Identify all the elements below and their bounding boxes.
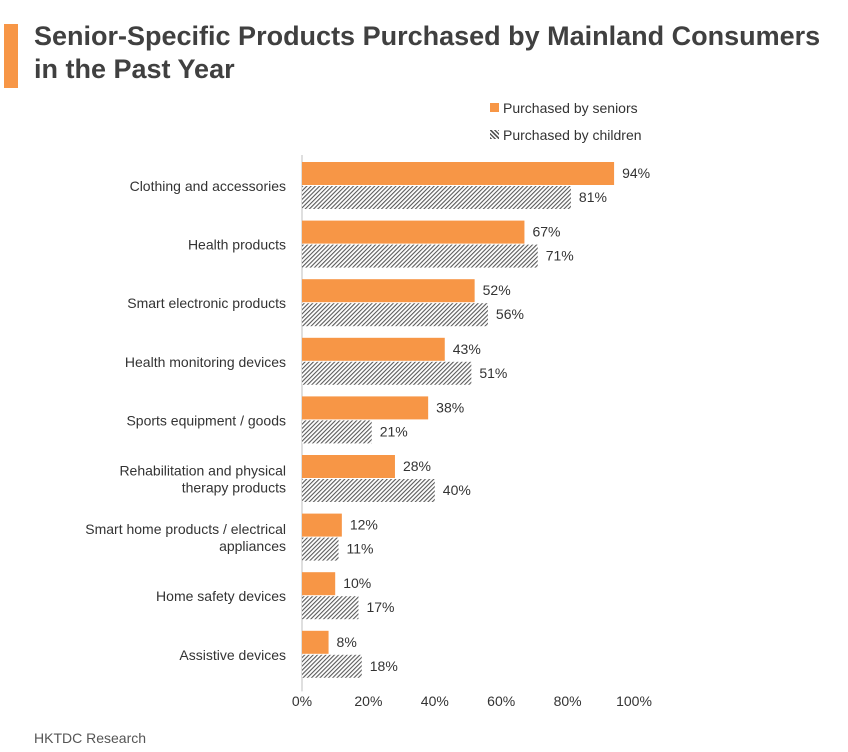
bar-children-4 bbox=[302, 420, 372, 444]
category-label-8: Assistive devices bbox=[179, 647, 286, 663]
bar-seniors-3 bbox=[302, 337, 445, 361]
legend-item-seniors: Purchased by seniors bbox=[490, 94, 642, 121]
x-tick-label-0: 0% bbox=[292, 693, 312, 709]
bar-children-6 bbox=[302, 537, 339, 561]
data-label-children-2: 56% bbox=[496, 306, 524, 322]
bar-seniors-0 bbox=[302, 162, 615, 185]
data-label-children-6: 11% bbox=[347, 541, 374, 557]
category-label-5-line-1: therapy products bbox=[182, 480, 286, 496]
title-accent-bar bbox=[4, 24, 18, 88]
data-label-seniors-2: 52% bbox=[483, 282, 511, 298]
data-label-children-3: 51% bbox=[479, 365, 507, 381]
category-label-1: Health products bbox=[188, 237, 286, 253]
data-label-seniors-3: 43% bbox=[453, 341, 481, 357]
data-label-seniors-1: 67% bbox=[532, 224, 560, 240]
legend-label-children: Purchased by children bbox=[503, 126, 642, 143]
bar-children-5 bbox=[302, 479, 435, 502]
bar-children-8 bbox=[302, 654, 362, 678]
bar-seniors-1 bbox=[302, 220, 525, 244]
data-label-seniors-8: 8% bbox=[337, 634, 357, 650]
bar-seniors-5 bbox=[302, 455, 395, 478]
category-label-6-line-1: appliances bbox=[219, 538, 286, 554]
bar-children-1 bbox=[302, 244, 538, 268]
data-label-seniors-7: 10% bbox=[343, 575, 371, 591]
x-tick-label-5: 100% bbox=[616, 693, 652, 709]
bar-seniors-2 bbox=[302, 279, 475, 303]
bar-children-3 bbox=[302, 361, 472, 385]
legend-swatch-children bbox=[490, 130, 499, 139]
data-label-seniors-5: 28% bbox=[403, 458, 431, 474]
category-label-7: Home safety devices bbox=[156, 588, 286, 604]
category-label-2: Smart electronic products bbox=[127, 295, 286, 311]
data-label-children-0: 81% bbox=[579, 189, 607, 205]
category-label-5-line-0: Rehabilitation and physical bbox=[119, 463, 286, 479]
bar-seniors-6 bbox=[302, 513, 342, 537]
bar-seniors-8 bbox=[302, 630, 329, 654]
legend-swatch-seniors bbox=[490, 103, 499, 112]
chart-title: Senior-Specific Products Purchased by Ma… bbox=[34, 21, 821, 84]
data-label-seniors-4: 38% bbox=[436, 399, 464, 415]
x-tick-label-1: 20% bbox=[354, 693, 382, 709]
legend-item-children: Purchased by children bbox=[490, 121, 642, 148]
data-label-children-7: 17% bbox=[366, 599, 394, 615]
data-label-children-1: 71% bbox=[546, 248, 574, 264]
data-label-seniors-6: 12% bbox=[350, 517, 378, 533]
x-tick-label-2: 40% bbox=[421, 693, 449, 709]
legend: Purchased by seniors Purchased by childr… bbox=[490, 94, 642, 148]
x-tick-label-3: 60% bbox=[487, 693, 515, 709]
category-label-3: Health monitoring devices bbox=[125, 354, 286, 370]
data-label-seniors-0: 94% bbox=[622, 165, 650, 181]
x-tick-label-4: 80% bbox=[554, 693, 582, 709]
data-label-children-8: 18% bbox=[370, 658, 398, 674]
bar-children-7 bbox=[302, 596, 359, 620]
source-note: HKTDC Research bbox=[34, 730, 147, 746]
data-label-children-5: 40% bbox=[443, 482, 471, 498]
plot-area: 94% 81% Clothing and accessories 67% 71% Heal… bbox=[85, 155, 652, 709]
legend-label-seniors: Purchased by seniors bbox=[503, 99, 638, 116]
data-label-children-4: 21% bbox=[380, 423, 408, 439]
category-label-6-line-0: Smart home products / electrical bbox=[85, 521, 286, 537]
category-label-4: Sports equipment / goods bbox=[126, 412, 286, 428]
bar-seniors-7 bbox=[302, 572, 336, 596]
bar-seniors-4 bbox=[302, 396, 429, 420]
category-label-0: Clothing and accessories bbox=[130, 178, 286, 194]
bar-children-2 bbox=[302, 303, 488, 327]
bar-children-0 bbox=[302, 186, 571, 209]
